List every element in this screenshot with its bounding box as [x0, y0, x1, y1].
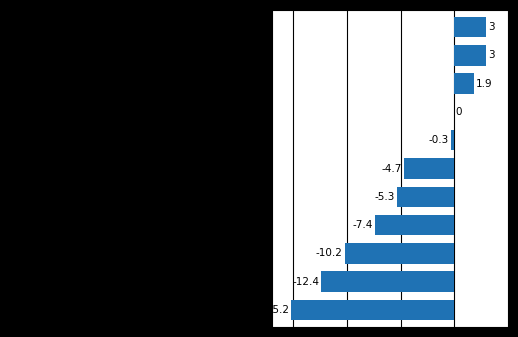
Text: -15.2: -15.2: [262, 305, 289, 315]
Bar: [345, 243, 454, 264]
Text: -0.3: -0.3: [428, 135, 449, 145]
Text: -5.3: -5.3: [375, 192, 395, 202]
Text: -7.4: -7.4: [352, 220, 372, 230]
Bar: [397, 187, 454, 207]
Bar: [321, 272, 454, 292]
Text: -10.2: -10.2: [316, 248, 343, 258]
Bar: [454, 73, 474, 94]
Text: 3: 3: [488, 22, 495, 32]
Bar: [454, 17, 486, 37]
Bar: [291, 300, 454, 320]
Bar: [451, 130, 454, 150]
Text: 0: 0: [456, 107, 462, 117]
Bar: [375, 215, 454, 235]
Text: 3: 3: [488, 50, 495, 60]
Text: 1.9: 1.9: [476, 79, 493, 89]
Text: -12.4: -12.4: [292, 277, 319, 287]
Bar: [404, 158, 454, 179]
Bar: [454, 45, 486, 66]
Text: -4.7: -4.7: [381, 163, 401, 174]
